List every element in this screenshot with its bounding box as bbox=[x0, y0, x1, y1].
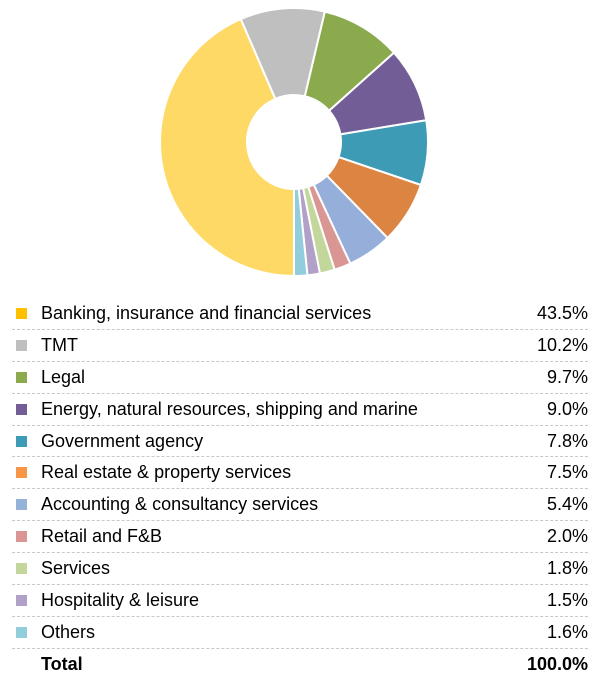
total-label: Total bbox=[41, 653, 83, 674]
legend-row: Legal 9.7% bbox=[12, 362, 588, 394]
total-value: 100.0% bbox=[526, 653, 588, 674]
legend-swatch bbox=[16, 403, 27, 415]
legend-value: 1.6% bbox=[546, 621, 588, 642]
legend-row: Hospitality & leisure 1.5% bbox=[12, 585, 588, 617]
legend-label: Accounting & consultancy services bbox=[41, 494, 319, 515]
legend-value: 9.0% bbox=[546, 398, 588, 419]
donut-slice-11 bbox=[293, 187, 309, 277]
legend-label: Legal bbox=[41, 366, 86, 387]
legend-label: Real estate & property services bbox=[41, 462, 292, 483]
legend-row: TMT 10.2% bbox=[12, 330, 588, 362]
legend-label: TMT bbox=[41, 334, 78, 355]
total-row: Total 100.0% bbox=[12, 649, 588, 681]
legend-table: Banking, insurance and financial service… bbox=[12, 298, 588, 681]
legend-value: 2.0% bbox=[546, 526, 588, 547]
legend-row: Banking, insurance and financial service… bbox=[12, 298, 588, 330]
legend-swatch bbox=[16, 371, 27, 383]
legend-label: Retail and F&B bbox=[41, 526, 163, 547]
legend-swatch bbox=[16, 499, 27, 511]
legend-value: 9.7% bbox=[546, 366, 588, 387]
legend-value: 1.5% bbox=[546, 590, 588, 611]
legend-row: Retail and F&B 2.0% bbox=[12, 521, 588, 554]
donut-slices bbox=[159, 7, 429, 277]
legend-label: Others bbox=[41, 621, 96, 642]
donut-chart bbox=[159, 7, 429, 277]
legend-value: 5.4% bbox=[546, 494, 588, 515]
legend-value: 10.2% bbox=[536, 334, 588, 355]
legend-swatch bbox=[16, 339, 27, 351]
legend-swatch bbox=[16, 595, 27, 607]
legend-swatch bbox=[16, 626, 27, 638]
legend-label: Hospitality & leisure bbox=[41, 590, 200, 611]
legend-swatch bbox=[16, 467, 27, 479]
legend-label: Banking, insurance and financial service… bbox=[41, 303, 372, 323]
legend-row: Services 1.8% bbox=[12, 553, 588, 586]
legend-label: Energy, natural resources, shipping and … bbox=[41, 398, 418, 419]
legend-row: Accounting & consultancy services 5.4% bbox=[12, 489, 588, 522]
legend-value: 1.8% bbox=[546, 558, 588, 579]
legend-label: Services bbox=[41, 558, 111, 579]
legend-row: Energy, natural resources, shipping and … bbox=[12, 394, 588, 426]
legend-swatch bbox=[16, 308, 27, 319]
legend-row: Real estate & property services 7.5% bbox=[12, 457, 588, 490]
legend-swatch bbox=[16, 435, 27, 447]
legend-row: Others 1.6% bbox=[12, 617, 588, 649]
donut-slice-1 bbox=[159, 18, 295, 277]
legend-value: 7.5% bbox=[546, 462, 588, 483]
legend-label: Government agency bbox=[41, 430, 204, 451]
legend-swatch bbox=[16, 531, 27, 543]
legend-value: 43.5% bbox=[536, 303, 588, 323]
legend-value: 7.8% bbox=[546, 430, 588, 451]
legend-row: Government agency 7.8% bbox=[12, 426, 588, 458]
legend-swatch bbox=[16, 563, 27, 575]
